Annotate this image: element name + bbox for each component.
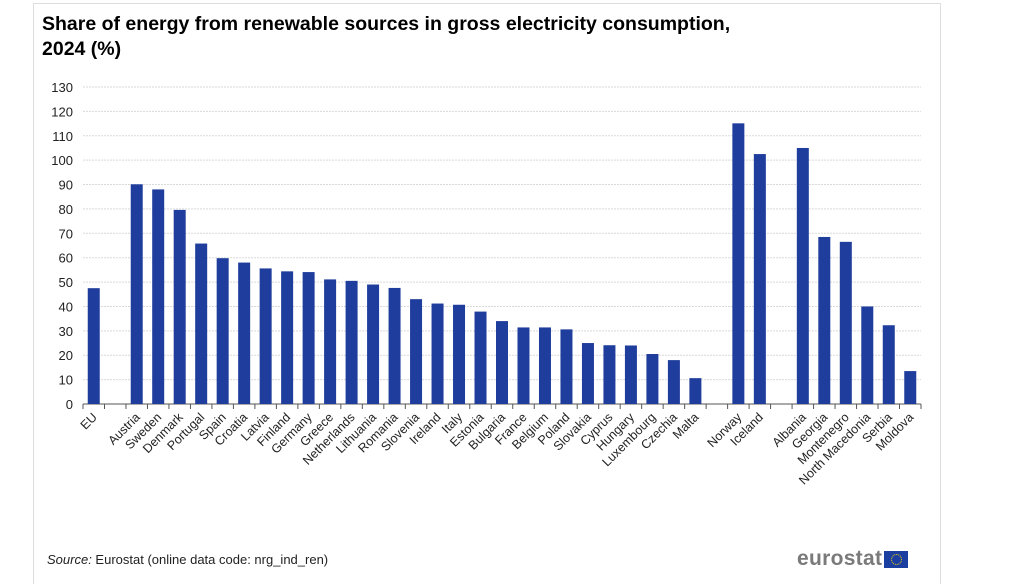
- bar-hungary: [624, 345, 637, 404]
- y-tick-label: 90: [59, 178, 73, 193]
- logo-text: eurostat: [797, 547, 883, 570]
- bar-italy: [453, 304, 466, 404]
- bar-czechia: [667, 360, 680, 404]
- bar-sweden: [152, 189, 165, 404]
- bar-greece: [324, 279, 337, 404]
- eu-flag-icon: [884, 550, 909, 568]
- eurostat-logo: eurostat: [797, 547, 909, 571]
- y-tick-label: 70: [59, 226, 73, 241]
- bar-austria: [130, 184, 143, 404]
- bar-cyprus: [603, 345, 616, 404]
- bar-ireland: [431, 303, 444, 404]
- bar-croatia: [238, 262, 251, 404]
- x-tick-label: EU: [78, 410, 100, 432]
- y-tick-label: 20: [59, 348, 73, 363]
- bar-norway: [732, 123, 745, 405]
- bar-latvia: [259, 268, 272, 404]
- bar-slovenia: [410, 299, 423, 404]
- bar-portugal: [195, 243, 208, 404]
- y-tick-label: 10: [59, 373, 73, 388]
- bar-albania: [796, 147, 809, 404]
- bar-malta: [689, 378, 702, 404]
- bar-germany: [302, 272, 315, 404]
- source-text: Eurostat (online data code: nrg_ind_ren): [91, 552, 329, 567]
- bar-lithuania: [367, 284, 380, 404]
- bar-iceland: [753, 154, 766, 404]
- bar-serbia: [882, 325, 895, 404]
- bar-finland: [281, 271, 294, 404]
- y-tick-label: 30: [59, 324, 73, 339]
- y-tick-label: 40: [59, 299, 73, 314]
- chart-frame: [33, 3, 941, 584]
- y-tick-label: 80: [59, 202, 73, 217]
- y-tick-label: 100: [51, 153, 73, 168]
- bar-netherlands: [345, 280, 358, 404]
- bar-montenegro: [839, 241, 852, 404]
- bar-moldova: [904, 371, 917, 404]
- y-tick-label: 0: [66, 397, 73, 412]
- y-tick-label: 50: [59, 275, 73, 290]
- bar-denmark: [173, 209, 186, 404]
- bar-poland: [560, 329, 573, 404]
- source-note: Source: Eurostat (online data code: nrg_…: [47, 552, 328, 567]
- bar-romania: [388, 287, 401, 404]
- bar-georgia: [818, 236, 831, 404]
- bar-luxembourg: [646, 354, 659, 404]
- y-tick-label: 60: [59, 251, 73, 266]
- bar-france: [517, 327, 530, 404]
- bar-belgium: [538, 327, 551, 404]
- bar-bulgaria: [496, 321, 508, 404]
- y-tick-label: 130: [51, 80, 73, 95]
- bar-north-macedonia: [861, 306, 874, 404]
- bar-estonia: [474, 311, 487, 404]
- bar-eu: [87, 288, 100, 404]
- y-tick-label: 120: [51, 104, 73, 119]
- y-tick-label: 110: [52, 129, 73, 144]
- chart-title: Share of energy from renewable sources i…: [42, 13, 731, 60]
- source-label: Source:: [47, 552, 92, 567]
- bar-spain: [216, 258, 229, 404]
- bar-slovakia: [581, 343, 594, 404]
